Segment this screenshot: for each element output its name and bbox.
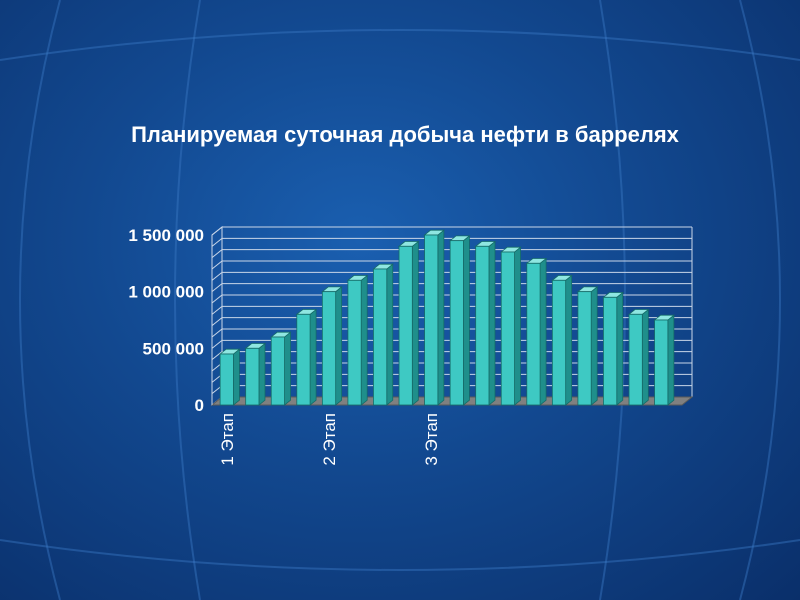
bar-side [565, 274, 573, 406]
bar-side [411, 240, 419, 406]
bar-side [616, 291, 624, 406]
bar [296, 313, 311, 406]
bar [500, 251, 515, 406]
bar [475, 245, 490, 406]
bar-side [437, 229, 445, 406]
bar [245, 347, 260, 406]
bar-side [667, 314, 675, 406]
bar [398, 245, 413, 406]
bar [577, 291, 592, 406]
bar [219, 353, 234, 406]
gridline [211, 237, 692, 247]
x-category-label: 3 Этап [422, 413, 441, 466]
y-tick-label: 500 000 [143, 339, 204, 358]
bar-side [284, 331, 291, 406]
bar-side [463, 235, 470, 406]
bar [654, 319, 669, 406]
bar [628, 313, 643, 406]
gridline [211, 249, 692, 259]
bar [373, 268, 388, 406]
bar [347, 279, 362, 406]
x-category-label: 2 Этап [320, 413, 339, 466]
bar-side [514, 246, 521, 406]
gridline [211, 226, 692, 236]
bar-side [590, 286, 598, 406]
bar [526, 262, 541, 406]
y-tick-label: 1 000 000 [128, 283, 204, 302]
bar [603, 296, 618, 406]
bar-side [386, 263, 394, 406]
bar [449, 240, 464, 406]
bar-side [360, 274, 368, 406]
bar [321, 291, 337, 406]
bar-side [258, 342, 266, 406]
x-category-label: 1 Этап [218, 413, 237, 466]
bar-side [233, 348, 240, 406]
bar [424, 234, 439, 406]
bar-side [539, 257, 547, 406]
chart-title: Планируемая суточная добыча нефти в барр… [131, 122, 679, 147]
bar [551, 279, 567, 406]
y-tick-label: 1 500 000 [128, 226, 204, 245]
bar [270, 336, 285, 406]
bar-side [641, 308, 649, 406]
bar-side [309, 308, 317, 406]
bar-side [335, 286, 343, 406]
bar-side [488, 240, 496, 406]
y-tick-label: 0 [195, 396, 204, 415]
